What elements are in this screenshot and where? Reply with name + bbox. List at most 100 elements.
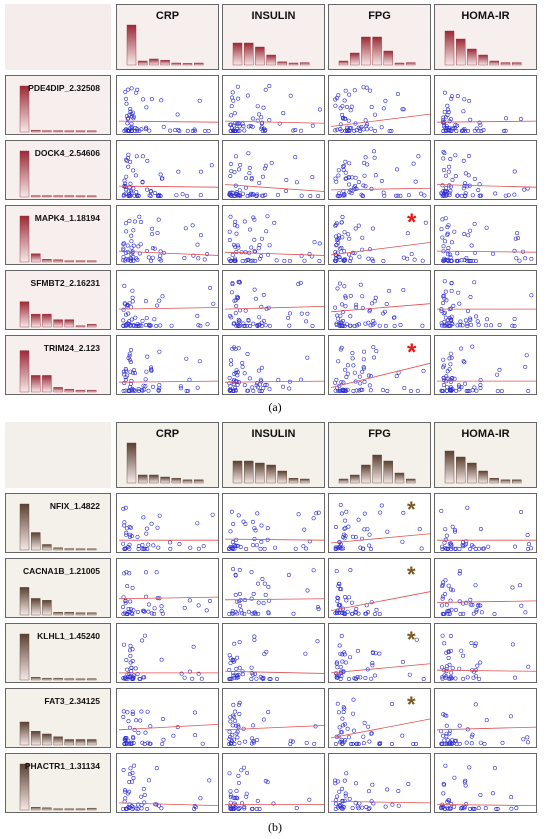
scatter-point [473, 674, 478, 679]
scatter-point [232, 170, 237, 175]
histogram-bar [42, 130, 52, 133]
scatter-point [242, 219, 247, 224]
scatter-point [161, 124, 166, 129]
scatter-point [160, 611, 165, 616]
histogram-bar [42, 259, 52, 263]
scatter-point [159, 98, 164, 103]
scatter-point [467, 98, 472, 103]
scatter-point [298, 280, 303, 285]
scatter-cell [222, 270, 325, 330]
scatter-point [335, 237, 340, 242]
scatter-point [137, 214, 142, 219]
scatter-point [129, 305, 134, 310]
scatter-point [250, 806, 255, 811]
scatter-point [337, 545, 342, 550]
scatter-point [249, 191, 254, 196]
regression-line [224, 538, 325, 541]
scatter-point [334, 524, 339, 529]
scatter-point [463, 193, 468, 198]
scatter-point [442, 151, 447, 156]
scatter-point [335, 794, 340, 799]
scatter-point [231, 702, 236, 707]
scatter-point [280, 384, 285, 389]
scatter-point [442, 256, 447, 261]
gene-label: CACNA1B_1.21005 [22, 566, 100, 576]
scatter-point [237, 124, 242, 129]
scatter-point [446, 806, 451, 811]
scatter-point [311, 516, 316, 521]
scatter-point [406, 781, 411, 786]
scatter-point [141, 515, 146, 520]
histogram-bar [19, 633, 30, 681]
scatter-point [334, 243, 339, 248]
scatter-point [340, 716, 345, 721]
scatter-point [395, 193, 400, 198]
scatter-point [133, 666, 138, 671]
scatter-point [260, 128, 265, 133]
scatter-point [124, 530, 129, 535]
scatter-point [449, 670, 454, 675]
scatter-point [449, 240, 454, 245]
histogram-bar [53, 612, 63, 616]
scatter-point [333, 380, 338, 385]
regression-line [330, 800, 431, 804]
scatter-point [259, 254, 264, 259]
scatter-point [398, 193, 403, 198]
scatter-point [345, 127, 350, 132]
scatter-point [342, 192, 347, 197]
scatter-point [131, 116, 136, 121]
scatter-point [473, 641, 478, 646]
scatter-point [185, 193, 190, 198]
scatter-point [343, 295, 348, 300]
scatter-point [124, 570, 129, 575]
scatter-point [287, 323, 292, 328]
histogram-bar [383, 460, 393, 484]
scatter-point [379, 503, 384, 508]
scatter-point [230, 90, 235, 95]
scatter-point [211, 301, 216, 306]
histogram-bar [86, 739, 97, 746]
scatter-point [372, 299, 377, 304]
scatter-point [337, 725, 342, 730]
scatter-point [228, 789, 233, 794]
scatter-point [262, 546, 267, 551]
histogram-bar [500, 62, 511, 66]
column-label: HOMA-IR [461, 428, 510, 440]
scatter-point [201, 544, 206, 549]
scatter-point [314, 511, 319, 516]
scatter-point [246, 388, 251, 393]
row-gene-cell: CACNA1B_1.21005 [5, 558, 111, 618]
scatter-point [333, 806, 338, 811]
scatter-point [338, 676, 343, 681]
scatter-point [333, 388, 338, 393]
scatter-point [237, 567, 242, 572]
scatter-point [227, 771, 232, 776]
scatter-cell [328, 493, 431, 553]
scatter-point [231, 382, 236, 387]
row-gene-cell: DOCK4_2.54606 [5, 140, 111, 200]
scatter-point [311, 568, 316, 573]
scatter-point [343, 388, 348, 393]
scatter-point [338, 257, 343, 262]
scatter-point [459, 648, 464, 653]
histogram-bar [53, 677, 63, 681]
scatter-point [130, 806, 135, 811]
scatter-point [175, 112, 180, 117]
column-header-crp: CRP [116, 4, 219, 70]
scatter-point [361, 85, 366, 90]
scatter-point [128, 126, 133, 131]
scatter-point [343, 88, 348, 93]
scatter-point [127, 609, 132, 614]
scatter-point [121, 242, 126, 247]
scatter-point [400, 539, 405, 544]
scatter-point [139, 806, 144, 811]
scatter-point [234, 788, 239, 793]
scatter-point [147, 193, 152, 198]
row-gene-cell: MAPK4_1.18194 [5, 205, 111, 265]
row-histogram [19, 301, 97, 328]
scatter-point [267, 84, 272, 89]
histogram-bar [182, 63, 193, 66]
scatter-point [252, 536, 257, 541]
scatter-point [232, 377, 237, 382]
scatter-point [230, 657, 235, 662]
